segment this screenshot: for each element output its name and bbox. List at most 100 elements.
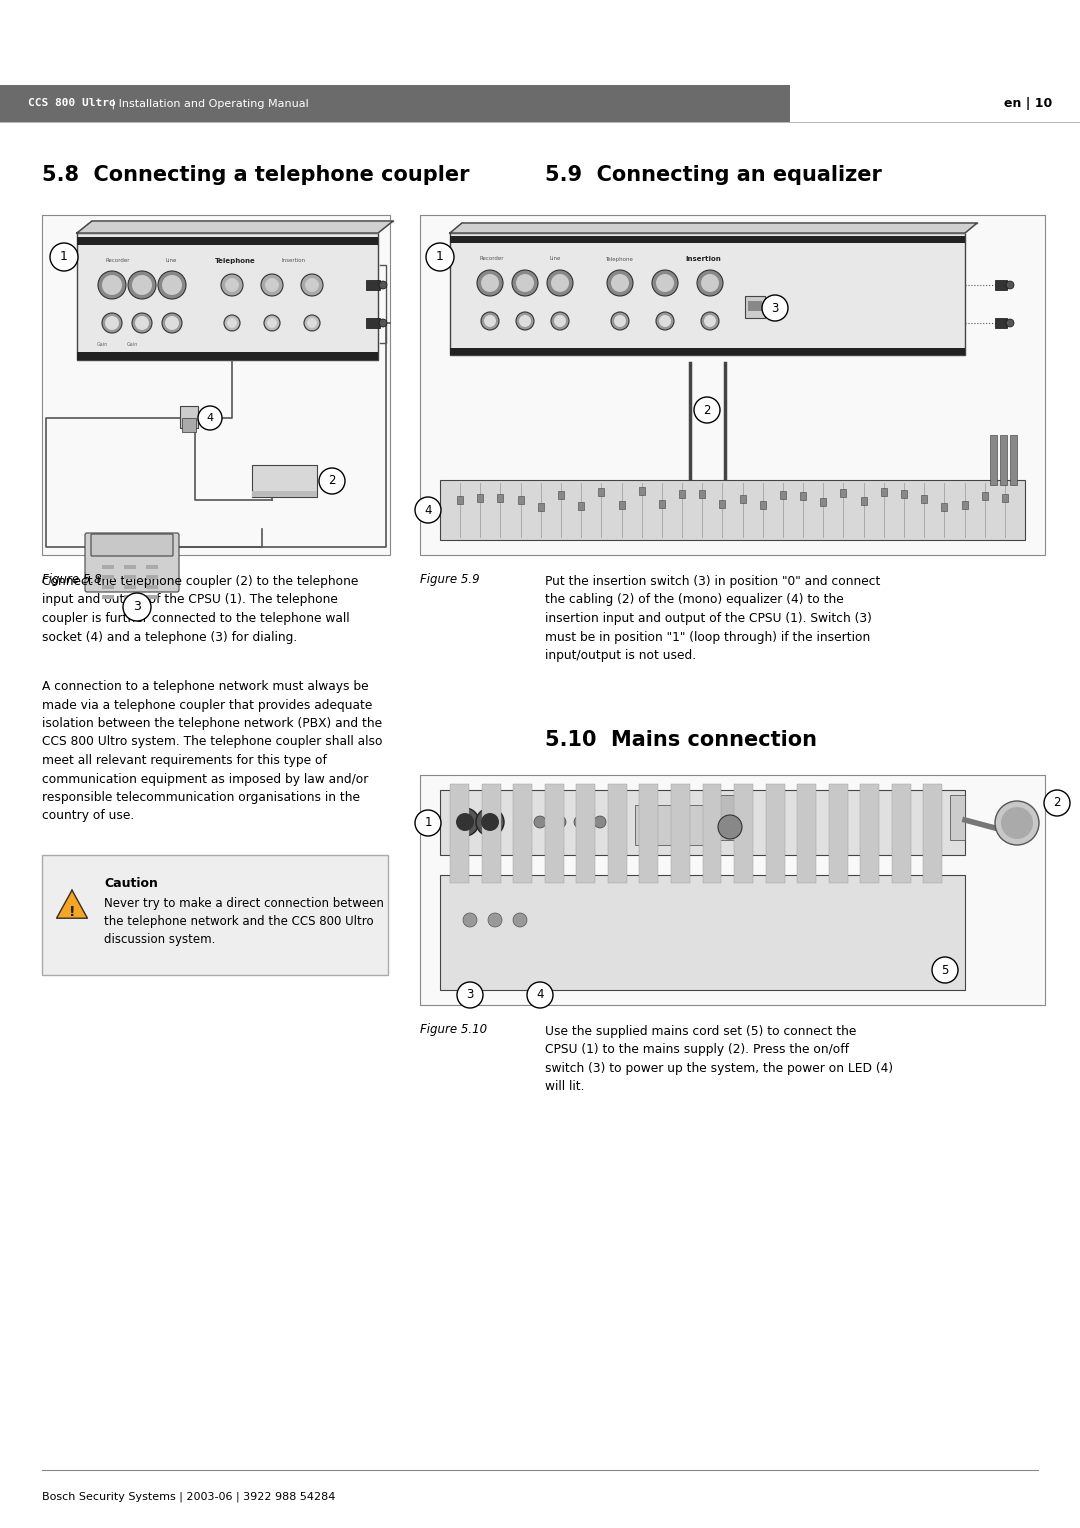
Circle shape (162, 275, 183, 295)
Bar (420, 215, 1045, 555)
Bar (659, 500, 665, 507)
Circle shape (303, 315, 320, 332)
Circle shape (162, 313, 183, 333)
Circle shape (224, 315, 240, 332)
Text: 2: 2 (1053, 796, 1061, 810)
Circle shape (704, 315, 716, 327)
Bar (124, 585, 136, 588)
Bar (995, 318, 1007, 329)
Circle shape (573, 816, 586, 828)
Bar (366, 280, 380, 290)
Circle shape (415, 497, 441, 523)
Bar (102, 585, 114, 588)
Circle shape (307, 318, 318, 329)
Bar (901, 490, 907, 498)
Bar (517, 497, 524, 504)
Circle shape (611, 274, 629, 292)
Circle shape (1044, 790, 1070, 816)
Text: en | 10: en | 10 (1003, 96, 1052, 110)
Bar (861, 784, 879, 883)
Bar (759, 501, 766, 509)
Circle shape (221, 274, 243, 296)
Circle shape (551, 312, 569, 330)
Bar (146, 585, 158, 588)
Circle shape (611, 312, 629, 330)
Circle shape (516, 312, 534, 330)
Text: 5.9  Connecting an equalizer: 5.9 Connecting an equalizer (545, 165, 882, 185)
Bar (457, 497, 463, 504)
Bar (124, 565, 136, 568)
Bar (578, 501, 584, 509)
Text: Figure 5.8: Figure 5.8 (42, 573, 102, 587)
Bar (961, 501, 968, 509)
Circle shape (718, 814, 742, 839)
Text: Use the supplied mains cord set (5) to connect the
CPSU (1) to the mains supply : Use the supplied mains cord set (5) to c… (545, 1025, 893, 1094)
Bar (450, 784, 469, 883)
Circle shape (481, 274, 499, 292)
Bar (498, 494, 503, 503)
Circle shape (123, 593, 151, 620)
Bar (719, 500, 726, 507)
Text: 5.8  Connecting a telephone coupler: 5.8 Connecting a telephone coupler (42, 165, 470, 185)
Bar (146, 594, 158, 599)
Circle shape (554, 315, 566, 327)
Circle shape (484, 315, 496, 327)
Circle shape (519, 315, 531, 327)
Text: Figure 5.10: Figure 5.10 (420, 1024, 487, 1036)
Text: 3: 3 (133, 601, 140, 614)
Circle shape (477, 270, 503, 296)
Circle shape (267, 318, 276, 329)
Circle shape (129, 270, 156, 299)
Bar (745, 296, 765, 318)
Bar (477, 494, 483, 501)
Bar (950, 795, 966, 840)
Bar (450, 232, 966, 354)
Text: Caution: Caution (104, 877, 158, 889)
Bar (780, 490, 786, 498)
Bar (252, 465, 318, 497)
Circle shape (512, 270, 538, 296)
Text: Gain: Gain (127, 342, 138, 347)
Bar (77, 351, 378, 361)
Bar (699, 489, 705, 498)
Text: | Installation and Operating Manual: | Installation and Operating Manual (108, 98, 309, 108)
Circle shape (659, 315, 671, 327)
Circle shape (301, 274, 323, 296)
Bar (715, 795, 745, 840)
Circle shape (701, 274, 719, 292)
Circle shape (1005, 319, 1014, 327)
Polygon shape (77, 222, 393, 232)
Bar (544, 784, 564, 883)
Bar (982, 492, 988, 500)
Circle shape (697, 270, 723, 296)
Bar (513, 784, 532, 883)
Bar (124, 575, 136, 579)
Bar (766, 784, 784, 883)
Bar (440, 876, 966, 990)
Bar (892, 784, 910, 883)
Circle shape (762, 295, 788, 321)
Circle shape (102, 275, 122, 295)
Bar (840, 489, 847, 497)
Circle shape (264, 315, 280, 332)
Bar (619, 501, 624, 509)
Circle shape (615, 315, 626, 327)
Bar (77, 232, 378, 361)
Circle shape (225, 278, 239, 292)
Circle shape (519, 816, 531, 828)
Bar (748, 301, 762, 312)
Bar (797, 784, 816, 883)
Circle shape (534, 816, 546, 828)
Bar (881, 487, 887, 497)
Bar (942, 503, 947, 510)
Text: CCS 800 Ultro: CCS 800 Ultro (28, 98, 116, 108)
Circle shape (451, 808, 480, 836)
Circle shape (607, 270, 633, 296)
Circle shape (415, 810, 441, 836)
Text: Figure 5.9: Figure 5.9 (420, 573, 480, 587)
Circle shape (513, 914, 527, 927)
Text: 3: 3 (771, 301, 779, 315)
FancyBboxPatch shape (85, 533, 179, 591)
Circle shape (481, 312, 499, 330)
Circle shape (1005, 281, 1014, 289)
